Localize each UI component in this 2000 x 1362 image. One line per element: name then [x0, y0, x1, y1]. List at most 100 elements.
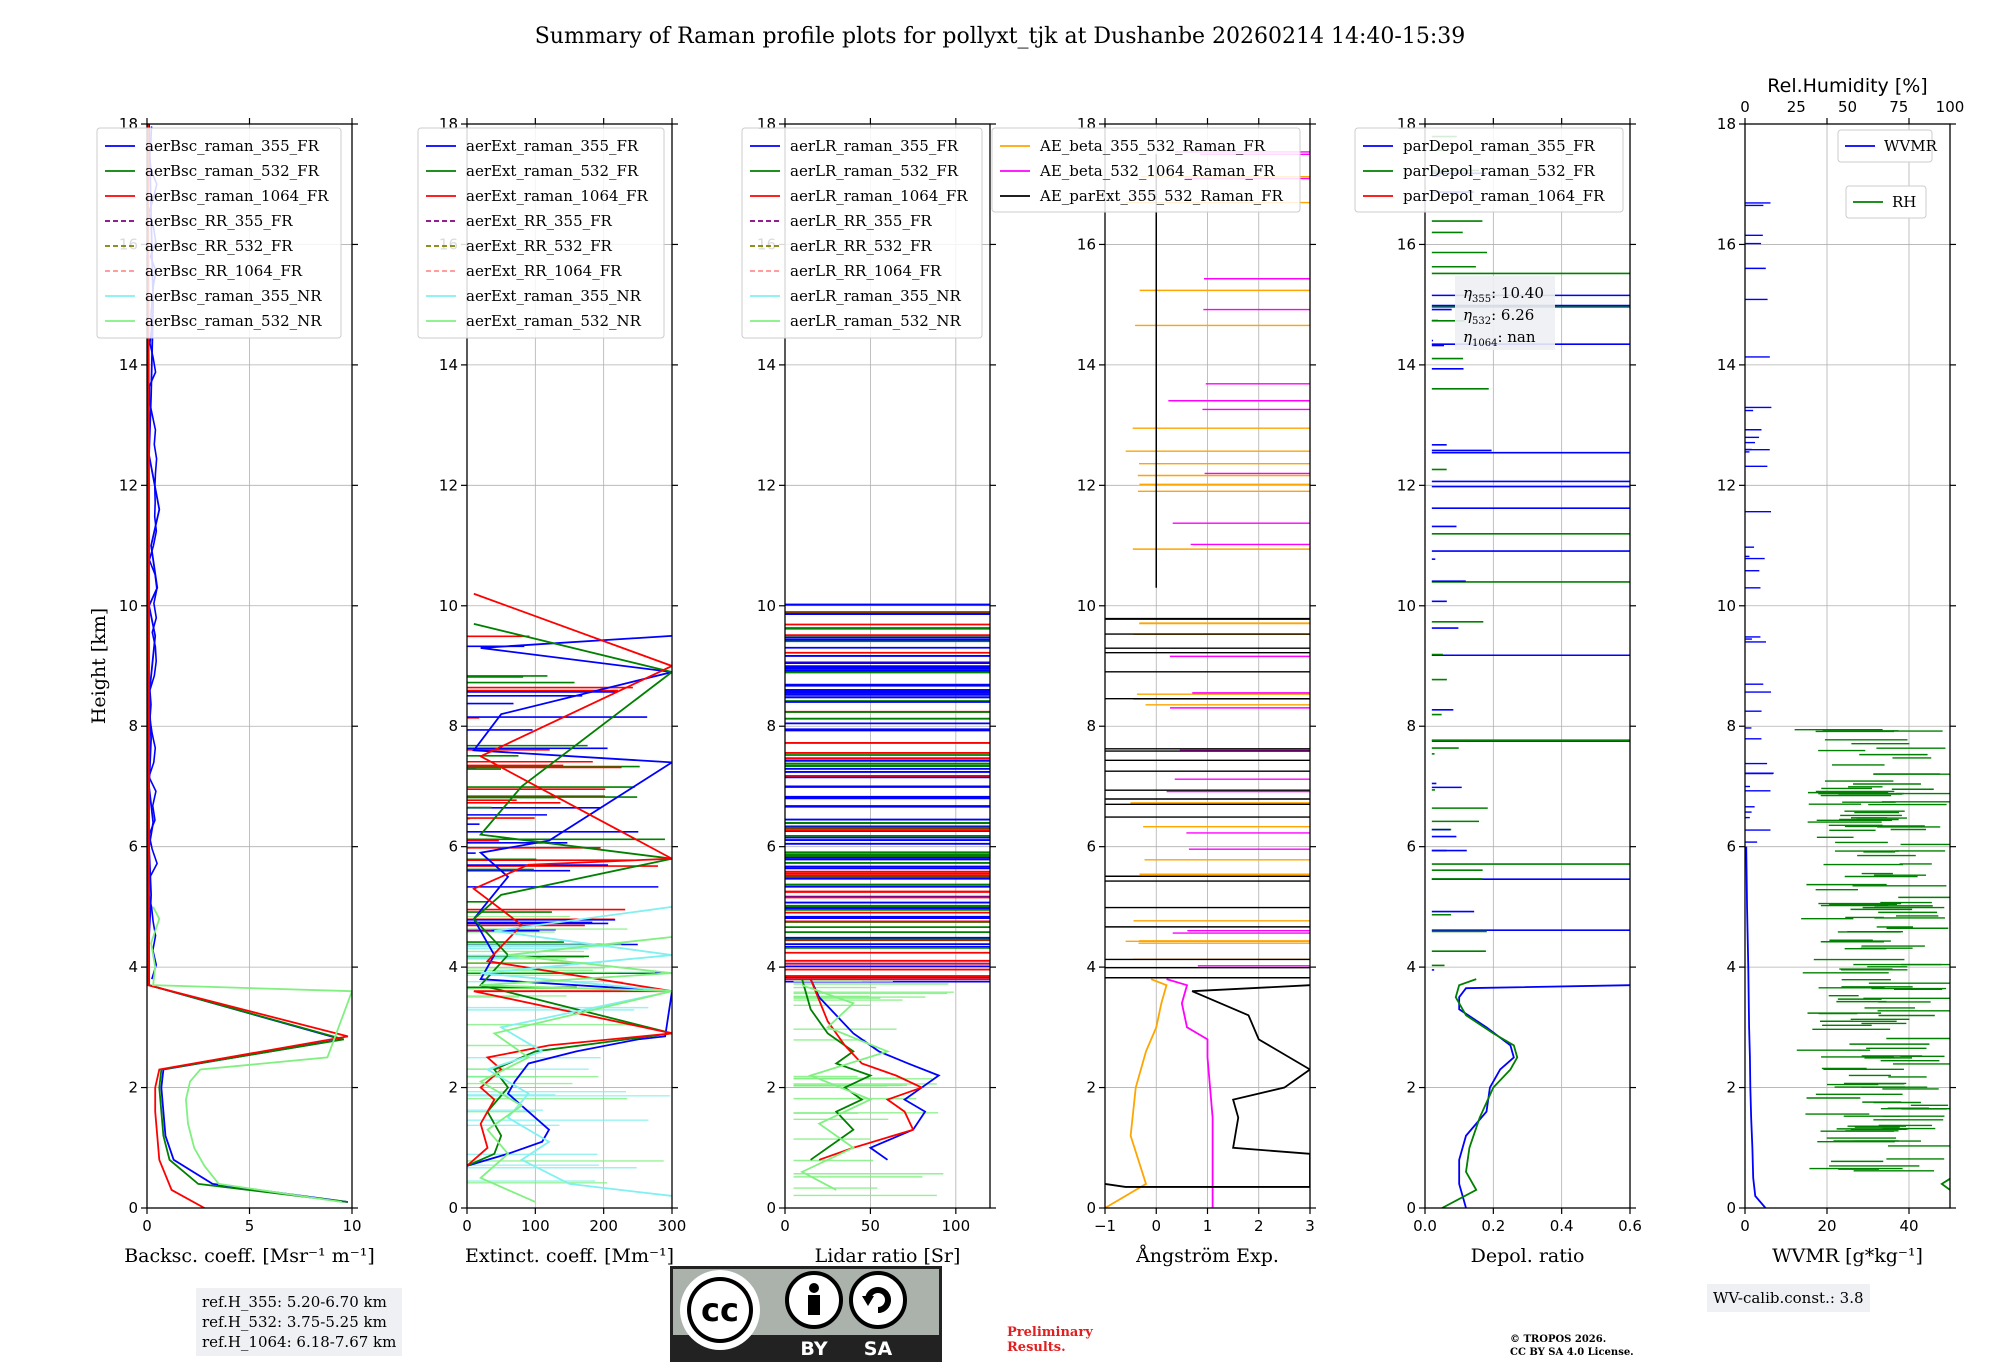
top-tick-label: 0	[1740, 98, 1750, 116]
legend-label: aerBsc_raman_532_FR	[145, 162, 320, 180]
legend-label: aerExt_raman_1064_FR	[466, 187, 648, 205]
legend-label: aerLR_raman_355_NR	[790, 287, 961, 305]
y-tick-label: 8	[1726, 717, 1736, 735]
series-line-aerBsc_raman_1064_FR	[147, 124, 349, 1208]
legend-label: AE_parExt_355_532_Raman_FR	[1039, 187, 1284, 205]
x-tick-label: 0.2	[1481, 1217, 1505, 1235]
y-tick-label: 14	[1397, 356, 1416, 374]
y-tick-label: 4	[128, 958, 138, 976]
x-tick-label: 10	[342, 1217, 361, 1235]
y-tick-label: 6	[1726, 838, 1736, 856]
y-tick-label: 8	[766, 717, 776, 735]
y-tick-label: 0	[766, 1199, 776, 1217]
reference-heights-box: ref.H_355: 5.20-6.70 km ref.H_532: 3.75-…	[196, 1288, 403, 1356]
y-tick-label: 12	[1717, 476, 1736, 494]
x-tick-label: 0	[462, 1217, 472, 1235]
x-axis-label: Extinct. coeff. [Mm⁻¹]	[465, 1245, 674, 1267]
legend-box	[417, 127, 665, 339]
series-line-aerExt_raman_532_NR	[478, 936, 672, 1203]
x-tick-label: −1	[1094, 1217, 1116, 1235]
legend-box	[96, 127, 342, 339]
cc-logo-text: cc	[701, 1291, 739, 1329]
y-tick-label: 10	[439, 597, 458, 615]
data-layer	[1105, 151, 1310, 1208]
series-line-aerBsc_raman_532_NR	[150, 906, 352, 1203]
data-layer	[467, 592, 672, 1203]
x-tick-label: 0	[142, 1217, 152, 1235]
y-tick-label: 2	[1086, 1079, 1096, 1097]
x-tick-label: 0	[1151, 1217, 1161, 1235]
cc-by-label: BY	[800, 1338, 827, 1360]
x-axis-label: WVMR [g*kg⁻¹]	[1772, 1245, 1923, 1267]
copyright-notice: © TROPOS 2026. CC BY SA 4.0 License.	[1510, 1334, 1634, 1358]
legend-label: aerLR_raman_532_FR	[790, 162, 959, 180]
legend-label: aerBsc_raman_1064_FR	[145, 187, 329, 205]
y-tick-label: 12	[439, 476, 458, 494]
eta-box	[1455, 276, 1555, 350]
x-tick-label: 100	[521, 1217, 550, 1235]
legend-box	[1845, 185, 1927, 219]
x-tick-label: 1	[1203, 1217, 1213, 1235]
y-tick-label: 2	[1726, 1079, 1736, 1097]
y-tick-label: 10	[119, 597, 138, 615]
x-tick-label: 0.6	[1618, 1217, 1642, 1235]
data-layer	[1431, 135, 1630, 1208]
y-axis-label: Height [km]	[88, 608, 110, 724]
legend-label: aerExt_raman_532_FR	[466, 162, 639, 180]
y-tick-label: 6	[1086, 838, 1096, 856]
legend-label: parDepol_raman_355_FR	[1403, 137, 1596, 155]
legend-label: aerExt_RR_1064_FR	[466, 262, 622, 280]
legend-box	[991, 127, 1301, 213]
y-tick-label: 8	[1086, 717, 1096, 735]
x-tick-label: 300	[658, 1217, 687, 1235]
panel-extinction: 0246810121416180100200300Extinct. coeff.…	[417, 115, 687, 1267]
x-axis-label: Ångström Exp.	[1135, 1245, 1279, 1267]
y-tick-label: 14	[757, 356, 776, 374]
y-tick-label: 10	[1717, 597, 1736, 615]
y-tick-label: 14	[439, 356, 458, 374]
y-tick-label: 2	[766, 1079, 776, 1097]
series-line-aerExt_raman_1064_FR	[467, 592, 672, 1167]
legend-label: aerExt_RR_532_FR	[466, 237, 613, 255]
y-tick-label: 12	[1077, 476, 1096, 494]
y-tick-label: 16	[1717, 235, 1736, 253]
eta-355: η355: 10.40	[1463, 284, 1544, 305]
y-tick-label: 0	[1726, 1199, 1736, 1217]
ref-height-1064: ref.H_1064: 6.18-7.67 km	[202, 1333, 397, 1351]
series-line-aerExt_raman_355_NR	[480, 905, 672, 1197]
top-tick-label: 100	[1936, 98, 1965, 116]
x-axis-label: Depol. ratio	[1471, 1245, 1585, 1267]
panel-lidar-ratio: 024681012141618050100Lidar ratio [Sr]aer…	[741, 115, 996, 1267]
x-tick-label: 0	[1740, 1217, 1750, 1235]
y-tick-label: 16	[1077, 235, 1096, 253]
x-tick-label: 0.4	[1550, 1217, 1574, 1235]
y-tick-label: 12	[119, 476, 138, 494]
series-line-aerLR_raman_532_NR	[800, 984, 891, 1191]
x-tick-label: 40	[1899, 1217, 1918, 1235]
ref-height-532: ref.H_532: 3.75-5.25 km	[202, 1313, 387, 1331]
series-line-AE_beta_355_532_Raman_FR	[1105, 978, 1168, 1208]
legend-label: aerBsc_raman_532_NR	[145, 312, 322, 330]
top-axis-label: Rel.Humidity [%]	[1767, 75, 1927, 97]
y-tick-label: 6	[766, 838, 776, 856]
y-tick-label: 14	[1717, 356, 1736, 374]
series-line-aerLR_raman_1064_FR	[809, 978, 925, 1161]
y-tick-label: 0	[1086, 1199, 1096, 1217]
y-tick-label: 8	[1406, 717, 1416, 735]
preliminary-notice: Preliminary Results.	[1007, 1325, 1093, 1355]
legend-label: AE_beta_532_1064_Raman_FR	[1039, 162, 1275, 180]
x-tick-label: 20	[1817, 1217, 1836, 1235]
series-line-aerExt_raman_355_FR	[467, 634, 672, 1167]
cc-sa-label: SA	[864, 1338, 893, 1360]
legend-label: aerLR_RR_532_FR	[790, 237, 932, 255]
axes-frame	[466, 123, 673, 1209]
legend-label: aerLR_raman_532_NR	[790, 312, 961, 330]
y-tick-label: 10	[1077, 597, 1096, 615]
y-tick-label: 0	[448, 1199, 458, 1217]
x-tick-label: 200	[589, 1217, 618, 1235]
data-layer	[785, 603, 990, 1197]
legend-label: aerBsc_RR_1064_FR	[145, 262, 303, 280]
